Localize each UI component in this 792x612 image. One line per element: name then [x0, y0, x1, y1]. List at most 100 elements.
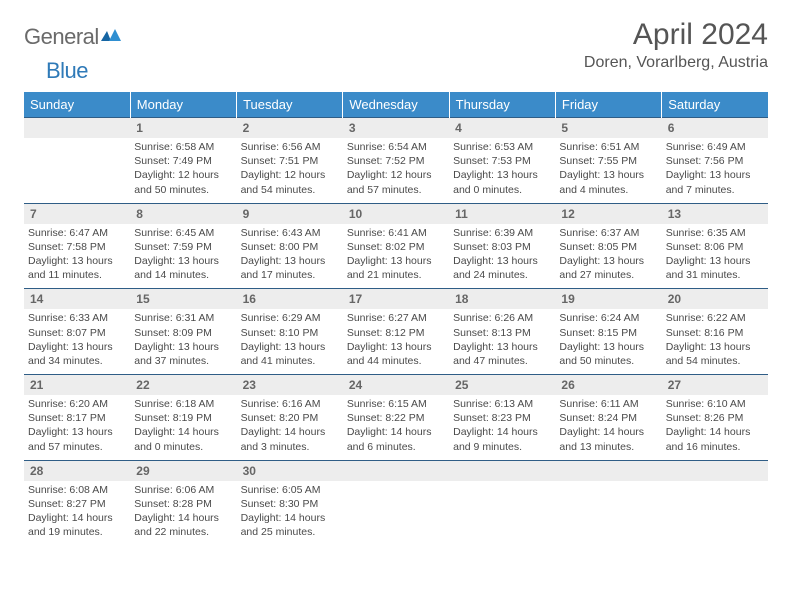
- sunset-line: Sunset: 8:26 PM: [666, 411, 764, 425]
- sunrise-line: Sunrise: 6:15 AM: [347, 397, 445, 411]
- sunrise-line: Sunrise: 6:11 AM: [559, 397, 657, 411]
- day-number: 19: [555, 289, 661, 310]
- day-cell: [555, 481, 661, 546]
- day-number: 11: [449, 203, 555, 224]
- daylight-line: Daylight: 14 hours and 6 minutes.: [347, 425, 445, 453]
- day-number: 17: [343, 289, 449, 310]
- day-cell: Sunrise: 6:41 AMSunset: 8:02 PMDaylight:…: [343, 224, 449, 289]
- sunrise-line: Sunrise: 6:05 AM: [241, 483, 339, 497]
- daynum-row: 282930: [24, 460, 768, 481]
- week-row: Sunrise: 6:20 AMSunset: 8:17 PMDaylight:…: [24, 395, 768, 460]
- day-cell: [24, 138, 130, 203]
- daylight-line: Daylight: 12 hours and 54 minutes.: [241, 168, 339, 196]
- daylight-line: Daylight: 13 hours and 14 minutes.: [134, 254, 232, 282]
- daylight-line: Daylight: 13 hours and 7 minutes.: [666, 168, 764, 196]
- day-number: 26: [555, 375, 661, 396]
- day-number: 22: [130, 375, 236, 396]
- day-cell: Sunrise: 6:51 AMSunset: 7:55 PMDaylight:…: [555, 138, 661, 203]
- day-cell: Sunrise: 6:24 AMSunset: 8:15 PMDaylight:…: [555, 309, 661, 374]
- day-number: [24, 118, 130, 139]
- day-cell: Sunrise: 6:27 AMSunset: 8:12 PMDaylight:…: [343, 309, 449, 374]
- day-cell: Sunrise: 6:13 AMSunset: 8:23 PMDaylight:…: [449, 395, 555, 460]
- week-row: Sunrise: 6:47 AMSunset: 7:58 PMDaylight:…: [24, 224, 768, 289]
- daylight-line: Daylight: 12 hours and 57 minutes.: [347, 168, 445, 196]
- daynum-row: 21222324252627: [24, 375, 768, 396]
- day-cell: Sunrise: 6:10 AMSunset: 8:26 PMDaylight:…: [662, 395, 768, 460]
- sunset-line: Sunset: 7:52 PM: [347, 154, 445, 168]
- day-number: 16: [237, 289, 343, 310]
- day-cell: Sunrise: 6:05 AMSunset: 8:30 PMDaylight:…: [237, 481, 343, 546]
- daynum-row: 123456: [24, 118, 768, 139]
- sunrise-line: Sunrise: 6:08 AM: [28, 483, 126, 497]
- day-number: 9: [237, 203, 343, 224]
- day-cell: Sunrise: 6:35 AMSunset: 8:06 PMDaylight:…: [662, 224, 768, 289]
- day-cell: Sunrise: 6:29 AMSunset: 8:10 PMDaylight:…: [237, 309, 343, 374]
- day-cell: Sunrise: 6:56 AMSunset: 7:51 PMDaylight:…: [237, 138, 343, 203]
- dow-sunday: Sunday: [24, 92, 130, 118]
- day-number: 21: [24, 375, 130, 396]
- day-number: 20: [662, 289, 768, 310]
- daylight-line: Daylight: 13 hours and 44 minutes.: [347, 340, 445, 368]
- sunrise-line: Sunrise: 6:10 AM: [666, 397, 764, 411]
- day-number: [662, 460, 768, 481]
- daylight-line: Daylight: 13 hours and 41 minutes.: [241, 340, 339, 368]
- day-cell: Sunrise: 6:16 AMSunset: 8:20 PMDaylight:…: [237, 395, 343, 460]
- daylight-line: Daylight: 13 hours and 11 minutes.: [28, 254, 126, 282]
- sunset-line: Sunset: 8:19 PM: [134, 411, 232, 425]
- day-cell: Sunrise: 6:18 AMSunset: 8:19 PMDaylight:…: [130, 395, 236, 460]
- day-number: 12: [555, 203, 661, 224]
- sunset-line: Sunset: 8:00 PM: [241, 240, 339, 254]
- sunset-line: Sunset: 8:28 PM: [134, 497, 232, 511]
- daylight-line: Daylight: 13 hours and 47 minutes.: [453, 340, 551, 368]
- day-cell: Sunrise: 6:45 AMSunset: 7:59 PMDaylight:…: [130, 224, 236, 289]
- daylight-line: Daylight: 13 hours and 4 minutes.: [559, 168, 657, 196]
- month-title: April 2024: [584, 18, 768, 52]
- sunset-line: Sunset: 8:05 PM: [559, 240, 657, 254]
- sunrise-line: Sunrise: 6:51 AM: [559, 140, 657, 154]
- day-number: 28: [24, 460, 130, 481]
- daylight-line: Daylight: 13 hours and 0 minutes.: [453, 168, 551, 196]
- day-cell: Sunrise: 6:39 AMSunset: 8:03 PMDaylight:…: [449, 224, 555, 289]
- sunset-line: Sunset: 8:06 PM: [666, 240, 764, 254]
- day-cell: Sunrise: 6:53 AMSunset: 7:53 PMDaylight:…: [449, 138, 555, 203]
- week-row: Sunrise: 6:08 AMSunset: 8:27 PMDaylight:…: [24, 481, 768, 546]
- day-number: 24: [343, 375, 449, 396]
- sunset-line: Sunset: 7:53 PM: [453, 154, 551, 168]
- sunrise-line: Sunrise: 6:18 AM: [134, 397, 232, 411]
- daylight-line: Daylight: 13 hours and 31 minutes.: [666, 254, 764, 282]
- daylight-line: Daylight: 13 hours and 34 minutes.: [28, 340, 126, 368]
- sunset-line: Sunset: 8:24 PM: [559, 411, 657, 425]
- day-cell: Sunrise: 6:06 AMSunset: 8:28 PMDaylight:…: [130, 481, 236, 546]
- day-number: 29: [130, 460, 236, 481]
- sunrise-line: Sunrise: 6:45 AM: [134, 226, 232, 240]
- day-cell: [662, 481, 768, 546]
- sunset-line: Sunset: 8:07 PM: [28, 326, 126, 340]
- daylight-line: Daylight: 14 hours and 16 minutes.: [666, 425, 764, 453]
- daynum-row: 78910111213: [24, 203, 768, 224]
- sunset-line: Sunset: 8:10 PM: [241, 326, 339, 340]
- daylight-line: Daylight: 13 hours and 24 minutes.: [453, 254, 551, 282]
- calendar-table: Sunday Monday Tuesday Wednesday Thursday…: [24, 92, 768, 545]
- day-cell: Sunrise: 6:31 AMSunset: 8:09 PMDaylight:…: [130, 309, 236, 374]
- daylight-line: Daylight: 14 hours and 19 minutes.: [28, 511, 126, 539]
- sunrise-line: Sunrise: 6:35 AM: [666, 226, 764, 240]
- sunrise-line: Sunrise: 6:47 AM: [28, 226, 126, 240]
- daynum-row: 14151617181920: [24, 289, 768, 310]
- day-header-row: Sunday Monday Tuesday Wednesday Thursday…: [24, 92, 768, 118]
- daylight-line: Daylight: 14 hours and 9 minutes.: [453, 425, 551, 453]
- sunset-line: Sunset: 8:13 PM: [453, 326, 551, 340]
- day-number: 27: [662, 375, 768, 396]
- location: Doren, Vorarlberg, Austria: [584, 54, 768, 72]
- sunrise-line: Sunrise: 6:06 AM: [134, 483, 232, 497]
- day-number: 15: [130, 289, 236, 310]
- day-cell: Sunrise: 6:58 AMSunset: 7:49 PMDaylight:…: [130, 138, 236, 203]
- sunset-line: Sunset: 7:56 PM: [666, 154, 764, 168]
- sunrise-line: Sunrise: 6:24 AM: [559, 311, 657, 325]
- daylight-line: Daylight: 14 hours and 3 minutes.: [241, 425, 339, 453]
- daylight-line: Daylight: 13 hours and 37 minutes.: [134, 340, 232, 368]
- day-cell: Sunrise: 6:54 AMSunset: 7:52 PMDaylight:…: [343, 138, 449, 203]
- day-cell: [449, 481, 555, 546]
- daylight-line: Daylight: 13 hours and 27 minutes.: [559, 254, 657, 282]
- day-number: 1: [130, 118, 236, 139]
- day-cell: Sunrise: 6:26 AMSunset: 8:13 PMDaylight:…: [449, 309, 555, 374]
